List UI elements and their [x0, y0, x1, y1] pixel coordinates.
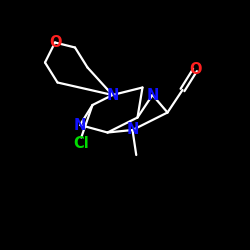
Text: N: N [146, 88, 159, 102]
Text: N: N [74, 118, 86, 132]
Text: O: O [49, 35, 61, 50]
Text: N: N [126, 122, 139, 138]
Text: Cl: Cl [74, 136, 89, 151]
Text: N: N [106, 88, 119, 102]
Text: O: O [189, 62, 201, 78]
